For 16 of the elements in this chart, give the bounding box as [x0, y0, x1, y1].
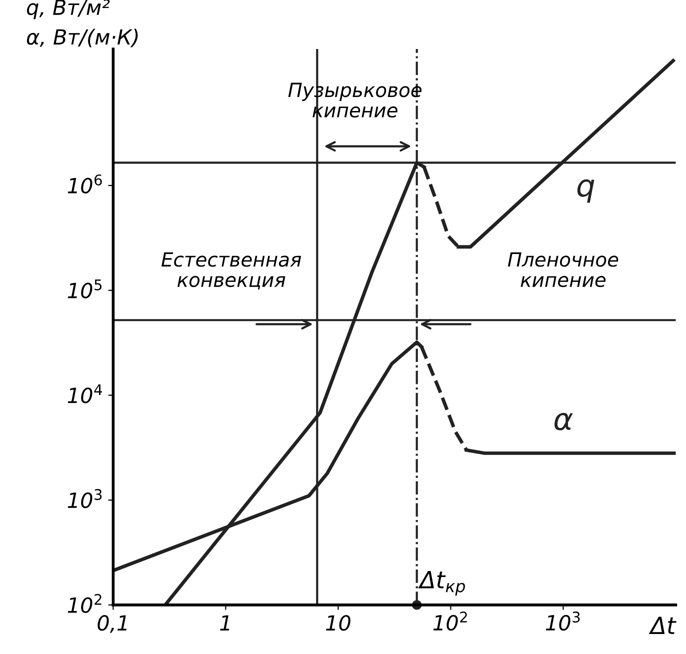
x-tick-label: 1 — [220, 615, 230, 630]
x-tick-label: 0,1 — [98, 615, 127, 633]
y-tick-label: 10$^{4}$ — [68, 384, 102, 404]
x-tick-label: 10 — [326, 615, 350, 631]
x-tick-label: 10$^{2}$ — [433, 612, 467, 631]
x-axis-title: Δt — [648, 616, 676, 634]
y-tick-label: 10$^{3}$ — [68, 489, 102, 508]
x-tick-label: 10$^{3}$ — [546, 612, 580, 631]
annotation: Естественная конвекция — [161, 252, 302, 290]
y-tick-label: 10$^{2}$ — [68, 594, 102, 613]
text: q — [577, 179, 594, 203]
y-tick-label: 10$^{5}$ — [68, 280, 102, 298]
y-tick-label: 10$^{6}$ — [68, 174, 102, 194]
ref-line-label: Δt$_{кр}$ — [418, 571, 465, 596]
annotation: Пленочное кипение — [508, 252, 618, 288]
text: α — [554, 412, 573, 430]
